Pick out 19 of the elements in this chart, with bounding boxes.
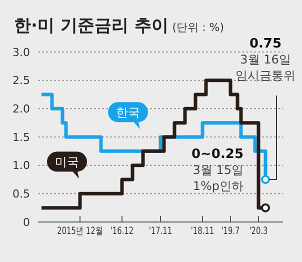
x-tick-label: '18.11 [190,226,214,238]
y-tick-label: 3.0 [12,46,30,59]
y-tick-label: 1.0 [12,159,30,172]
x-tick-label: '17.11 [148,226,172,238]
y-tick-label: 1.5 [12,130,30,144]
y-tick-label: 0 [23,216,30,229]
y-tick-label: 2.0 [12,102,30,116]
x-tick-label: '19.7 [221,226,240,238]
chart-title: 한·미 기준금리 추이 [14,16,168,36]
y-tick-label: 0.5 [12,188,30,201]
y-tick-label: 2.5 [12,74,30,88]
x-tick-label: '16.12 [110,226,134,238]
x-tick-label: '20.3 [249,226,268,238]
series-label: 한국 [116,106,140,120]
chart-subtitle: (단위 : %) [172,21,224,34]
annotation: 0~0.25 3월 15일 1%p인하 [191,146,244,193]
x-tick-label: 2015년 12월 [57,226,103,238]
annotation: 0.75 3월 16일 임시금통위 [236,36,296,82]
text: 미국 [55,155,79,170]
